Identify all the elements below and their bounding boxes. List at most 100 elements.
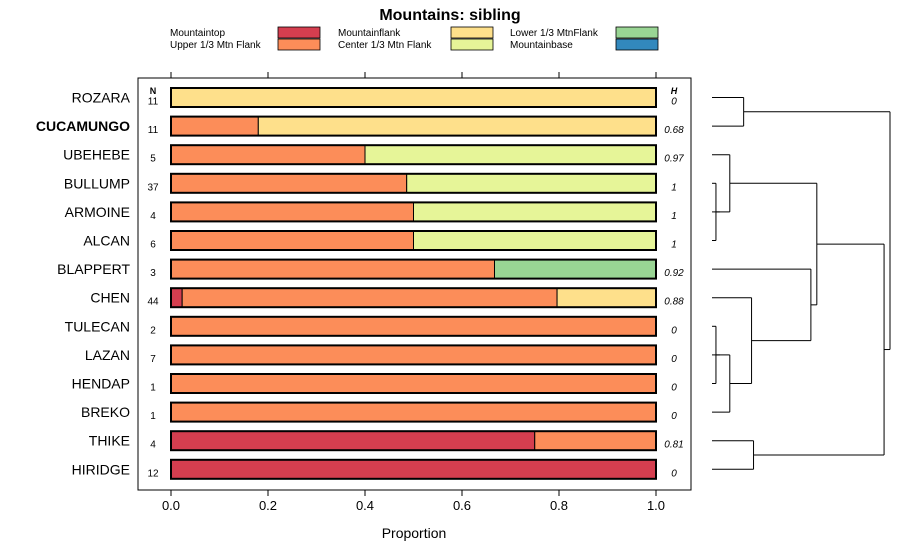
- category-label: ROZARA: [72, 90, 131, 106]
- bar-outline: [170, 344, 657, 366]
- h-value: 0: [671, 325, 677, 336]
- legend-swatch: [277, 26, 321, 39]
- n-value: 5: [150, 154, 156, 165]
- n-value: 11: [148, 97, 159, 108]
- bar-outline: [170, 172, 657, 194]
- n-value: 4: [150, 211, 156, 222]
- category-label: LAZAN: [85, 347, 130, 363]
- h-column-header: H: [671, 86, 678, 96]
- x-axis-label: Proportion: [382, 525, 447, 541]
- h-value: 0.92: [664, 268, 684, 279]
- h-value: 1: [671, 211, 677, 222]
- category-label: ARMOINE: [65, 204, 130, 220]
- h-value: 0: [671, 354, 677, 365]
- category-label: BREKO: [81, 404, 130, 420]
- bar-outline: [170, 430, 657, 452]
- category-label: BULLUMP: [64, 175, 130, 191]
- n-column-header: N: [150, 86, 157, 96]
- chart-title: Mountains: sibling: [379, 7, 520, 24]
- n-value: 2: [150, 325, 156, 336]
- bar-outline: [170, 287, 657, 309]
- h-value: 0: [671, 468, 677, 479]
- x-tick-label: 0.6: [453, 498, 471, 513]
- h-value: 0.97: [664, 154, 684, 165]
- category-label: HIRIDGE: [72, 461, 130, 477]
- bar-segment: [406, 173, 657, 194]
- n-value: 6: [150, 240, 156, 251]
- category-label: CHEN: [90, 290, 130, 306]
- x-tick-label: 0.4: [356, 498, 374, 513]
- legend-swatch: [450, 26, 494, 39]
- legend-label: Mountainbase: [510, 40, 573, 51]
- column-headers: N H: [150, 86, 678, 96]
- plot-frame: [137, 77, 692, 491]
- bar-segment: [170, 173, 408, 194]
- category-label: ALCAN: [83, 233, 130, 249]
- x-tick-label: 0.2: [259, 498, 277, 513]
- bar-segment: [413, 230, 657, 251]
- bar-outline: [170, 230, 657, 251]
- category-label: THIKE: [89, 433, 130, 449]
- bar-segment: [170, 459, 657, 480]
- n-value: 3: [150, 268, 156, 279]
- category-label: CUCAMUNGO: [36, 118, 130, 134]
- legend-label: Center 1/3 Mtn Flank: [338, 40, 432, 51]
- h-value: 0: [671, 97, 677, 108]
- bar-segment: [170, 373, 657, 394]
- legend-swatch: [615, 26, 659, 39]
- h-value: 0.81: [664, 440, 683, 451]
- bar-outline: [170, 201, 657, 223]
- bar-outline: [170, 115, 657, 137]
- bar-outline: [170, 373, 657, 394]
- bar-segment: [170, 230, 414, 251]
- bar-segment: [170, 201, 414, 222]
- h-value: 1: [671, 182, 677, 193]
- x-tick-label: 0.8: [550, 498, 568, 513]
- bar-outline: [170, 144, 657, 166]
- n-value: 11: [148, 125, 159, 136]
- h-value: 0.68: [664, 125, 684, 136]
- bar-segment: [170, 344, 657, 365]
- h-value: 0: [671, 411, 677, 422]
- bar-segment: [170, 402, 657, 423]
- x-tick-label: 0.0: [162, 498, 180, 513]
- n-value: 7: [150, 354, 156, 365]
- n-value: 4: [150, 440, 156, 451]
- legend-label: Mountaintop: [170, 28, 225, 39]
- legend-label: Mountainflank: [338, 28, 401, 39]
- bar-segment: [170, 316, 657, 337]
- bar-segment: [170, 144, 366, 165]
- n-value: 12: [147, 468, 159, 479]
- h-value: 0: [671, 383, 677, 394]
- n-value: 37: [147, 182, 159, 193]
- dendrogram: [712, 97, 891, 470]
- bar-segment: [170, 116, 259, 137]
- bar-outline: [170, 87, 657, 108]
- bar-segment: [170, 259, 495, 280]
- h-value: 0.88: [664, 297, 684, 308]
- bar-outline: [170, 315, 657, 337]
- bar-segment: [181, 287, 558, 308]
- bar-segment: [257, 116, 657, 137]
- n-value: 1: [150, 383, 156, 394]
- category-label: UBEHEBE: [63, 147, 130, 163]
- bar-segment: [413, 201, 657, 222]
- h-value: 1: [671, 240, 677, 251]
- legend-label: Upper 1/3 Mtn Flank: [170, 40, 262, 51]
- bar-segment: [493, 259, 657, 280]
- x-tick-label: 1.0: [647, 498, 665, 513]
- category-label: BLAPPERT: [57, 261, 130, 277]
- bar-segment: [170, 87, 657, 108]
- bar-segment: [170, 430, 536, 451]
- bar-segment: [534, 430, 657, 451]
- bar-outline: [170, 401, 657, 423]
- legend-swatch: [277, 38, 321, 51]
- x-axis: 0.0 0.2 0.4 0.6 0.8 1.0: [162, 72, 665, 513]
- bars: [170, 87, 657, 480]
- legend-swatch: [450, 38, 494, 51]
- bar-outline: [170, 258, 657, 280]
- category-label: TULECAN: [65, 318, 130, 334]
